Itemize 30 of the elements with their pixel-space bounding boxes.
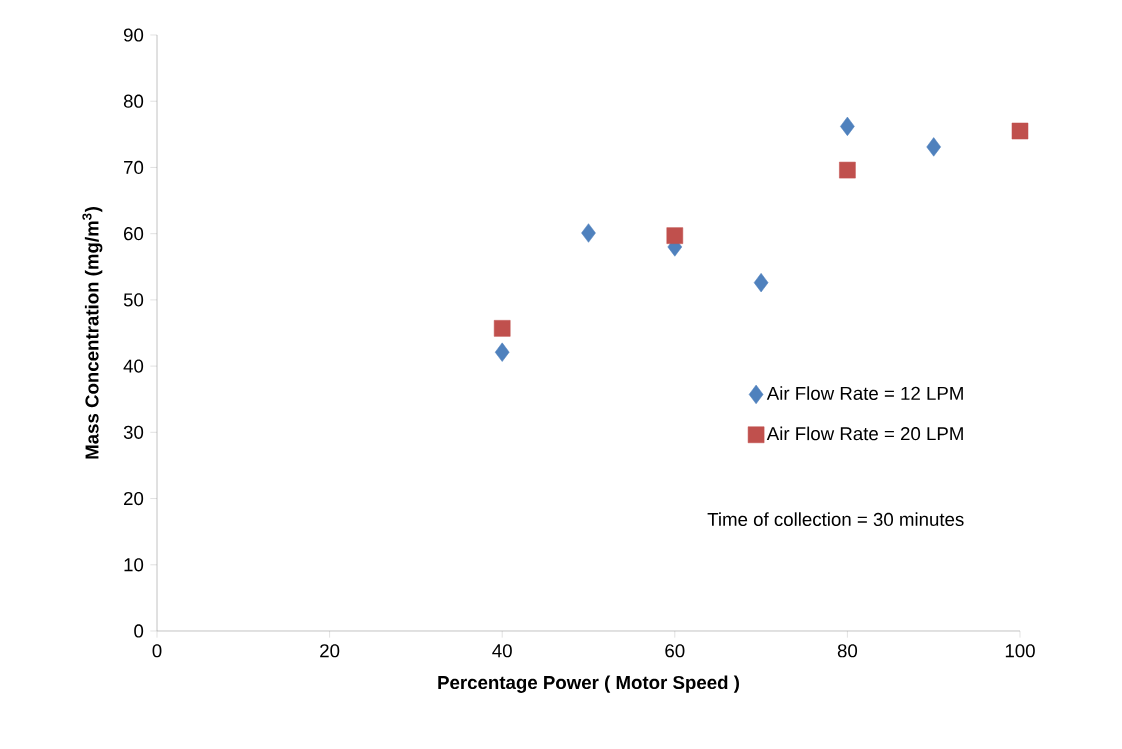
x-axis-title: Percentage Power ( Motor Speed ) (438, 675, 739, 693)
y-tick-label: 70 (124, 160, 144, 175)
x-tick-label: 80 (837, 644, 858, 658)
x-tick-label: 0 (152, 644, 162, 658)
point (494, 342, 510, 362)
point (839, 161, 856, 179)
y-tick-label: 10 (124, 558, 144, 572)
point (1011, 122, 1029, 140)
x-tick-label: 20 (320, 644, 340, 658)
x-tick-label: 100 (1005, 644, 1035, 658)
annotation: Time of collection = 30 minutes (707, 512, 964, 527)
legend-label: Air Flow Rate = 20 LPM (766, 426, 963, 441)
y-tick-label: 20 (124, 491, 144, 506)
point (840, 116, 855, 136)
y-axis-title: Mass Concentration (mg/m$^{3}$) (82, 207, 103, 459)
x-tick-label: 40 (492, 644, 512, 658)
point (581, 223, 596, 243)
y-tick-label: 80 (123, 94, 144, 108)
x-tick-label: 60 (665, 644, 685, 658)
point (666, 227, 684, 244)
point (753, 273, 769, 293)
legend-label: Air Flow Rate = 12 LPM (766, 386, 963, 400)
y-tick-label: 40 (123, 359, 144, 373)
y-tick-label: 60 (124, 227, 144, 241)
y-tick-label: 30 (123, 425, 144, 439)
y-tick-label: 90 (123, 28, 144, 42)
y-tick-label: 50 (123, 293, 144, 307)
point (493, 320, 511, 337)
point (926, 137, 941, 157)
y-tick-label: 0 (134, 624, 144, 638)
